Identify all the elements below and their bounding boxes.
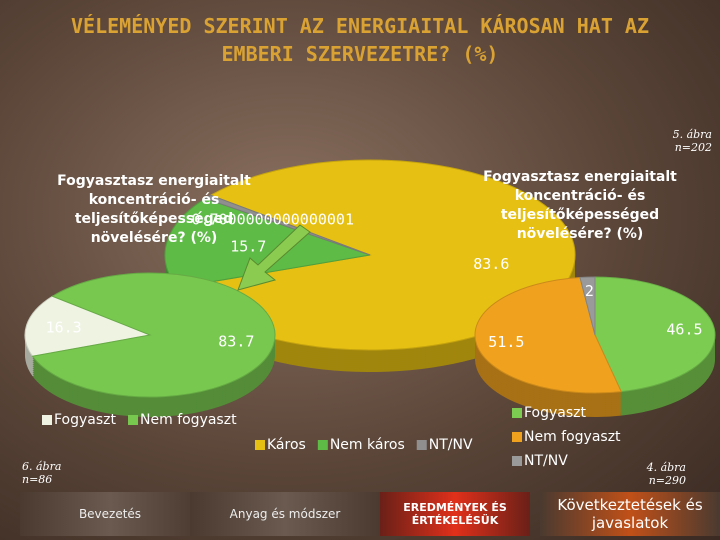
data-label: 46.5 xyxy=(666,321,702,339)
figure-note: 5. ábra n=202 xyxy=(673,128,712,154)
pie-slice xyxy=(579,276,596,336)
note-n: n=86 xyxy=(22,473,53,486)
legend-label: Nem fogyaszt xyxy=(140,412,237,428)
note-n: n=202 xyxy=(674,141,712,154)
legend-swatch xyxy=(512,456,522,466)
data-label: 83.6 xyxy=(473,255,509,273)
pie-slice xyxy=(31,272,276,398)
data-label: 2 xyxy=(585,282,594,300)
pie-slice xyxy=(24,295,152,357)
pie-title: Fogyasztasz energiaitalt koncentráció- é… xyxy=(57,173,251,246)
charts: 83.6 15.7 0.7000000000000001 Káros Nem káros… xyxy=(24,159,716,469)
data-label: 15.7 xyxy=(230,237,266,255)
nav-button[interactable]: Anyag és módszer xyxy=(190,492,380,536)
note-n: n=290 xyxy=(648,474,686,487)
pie: 46.5 51.5 2 xyxy=(474,276,716,417)
note-label: 4. ábra xyxy=(646,461,686,474)
pie-slice xyxy=(176,159,576,351)
arrow xyxy=(237,224,311,291)
pie: 16.3 83.7 xyxy=(24,272,276,417)
pie-title: Fogyasztasz energiaitalt koncentráció- é… xyxy=(483,169,677,242)
nav-button[interactable]: EREDMÉNYEK ÉS ÉRTÉKELÉSÜK xyxy=(380,492,530,536)
legend-swatch xyxy=(317,440,328,450)
data-label: 16.3 xyxy=(46,318,82,336)
data-label: 0.7000000000000001 xyxy=(191,211,354,229)
figure-note: 6. ábra n=86 xyxy=(22,460,61,486)
legend-label: Fogyaszt xyxy=(524,405,587,421)
pie-slice xyxy=(594,276,716,393)
legend-label: Fogyaszt xyxy=(54,412,117,428)
legend-swatch xyxy=(512,432,522,442)
note-label: 6. ábra xyxy=(22,460,62,473)
nav-button[interactable]: Következtetések és javaslatok xyxy=(540,492,720,536)
data-label: 51.5 xyxy=(488,333,524,351)
legend-swatch xyxy=(128,415,139,425)
legend-swatch xyxy=(512,408,522,418)
legend-label: Nem fogyaszt xyxy=(524,429,621,445)
data-label: 83.7 xyxy=(218,333,254,351)
legend-label: NT/NV xyxy=(524,453,568,469)
legend-label: Káros xyxy=(267,437,306,453)
legend-label: NT/NV xyxy=(429,437,473,453)
pie-slice xyxy=(474,276,622,394)
figure-note: 4. ábra n=290 xyxy=(647,461,686,487)
nav-bar: Bevezetés Anyag és módszer EREDMÉNYEK ÉS… xyxy=(0,488,720,540)
note-label: 5. ábra xyxy=(672,128,712,141)
legend-swatch xyxy=(42,415,52,425)
legend-swatch xyxy=(255,440,265,450)
legend-swatch xyxy=(416,440,427,450)
pie-slice xyxy=(204,194,371,256)
slide-title: VÉLEMÉNYED SZERINT AZ ENERGIAITAL KÁROSA… xyxy=(71,14,649,66)
nav-button[interactable]: Bevezetés xyxy=(20,492,200,536)
legend-label: Nem káros xyxy=(330,437,405,453)
